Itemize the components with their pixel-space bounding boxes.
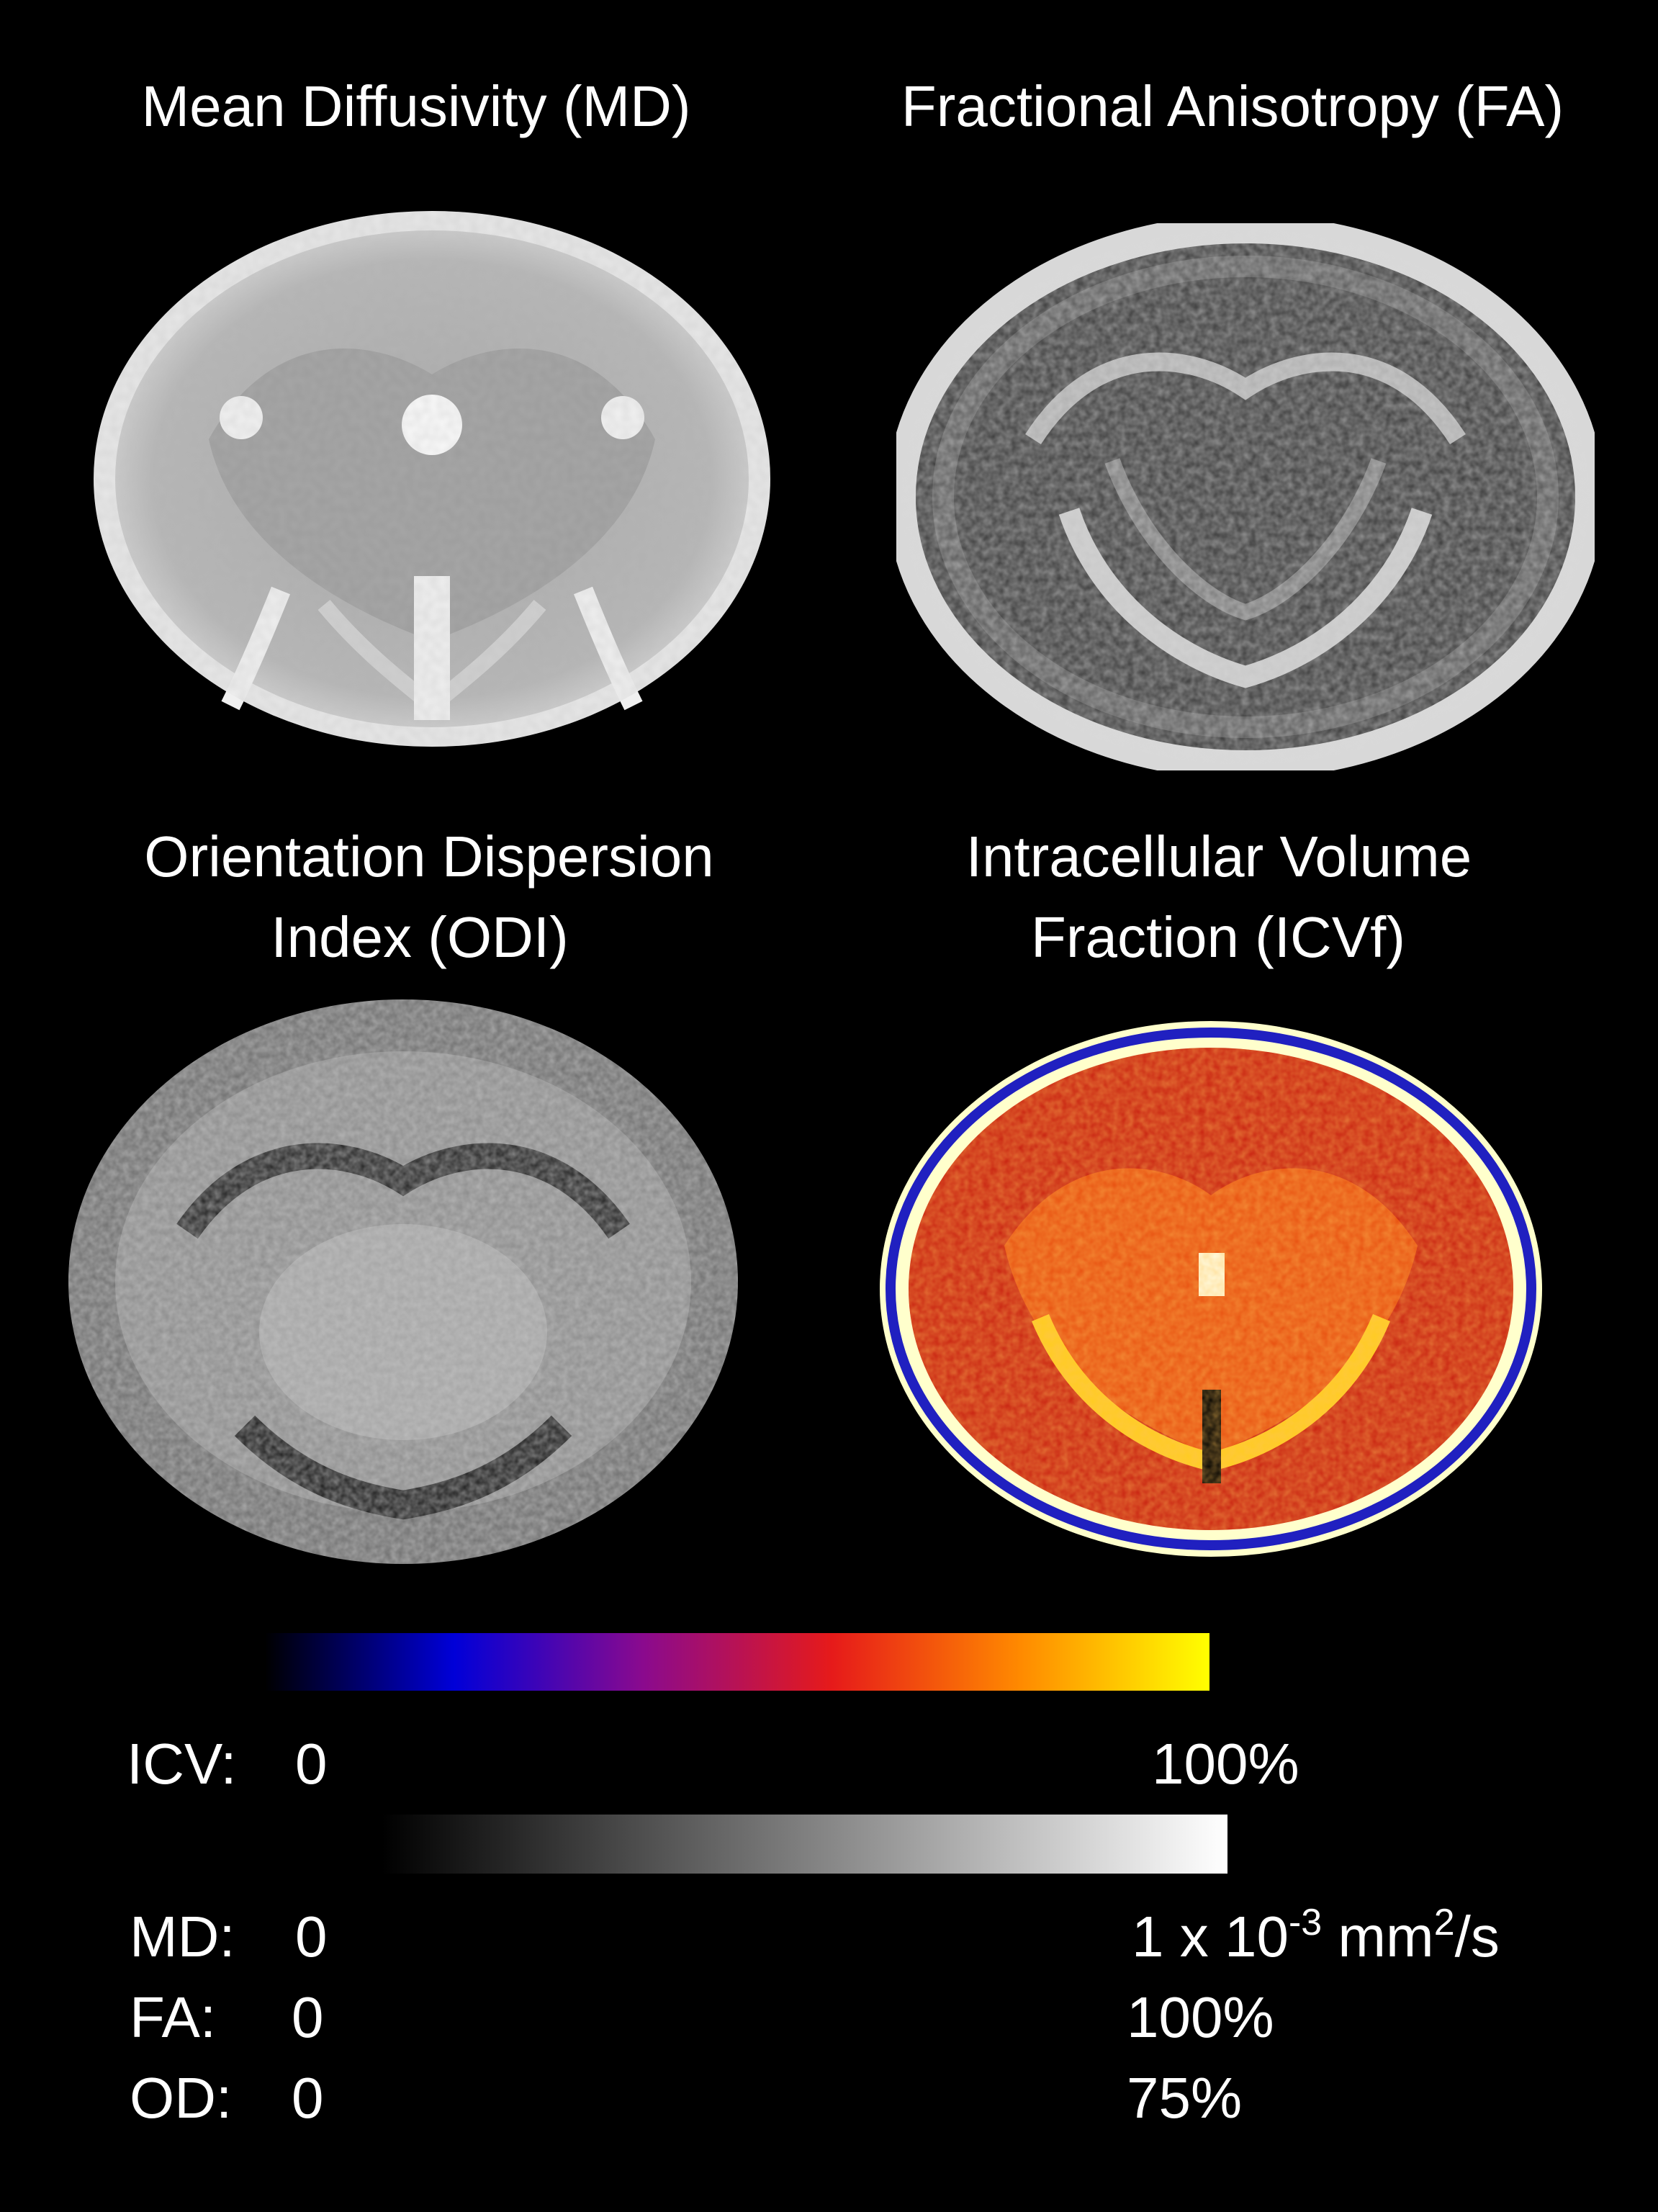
fa-scale-label: FA: bbox=[130, 1985, 217, 2049]
md-title: Mean Diffusivity (MD) bbox=[141, 74, 691, 138]
icvf-title-line1: Intracellular Volume bbox=[965, 824, 1472, 889]
md-brain-map bbox=[86, 202, 778, 756]
icvf-title-line2: Fraction (ICVf) bbox=[1030, 905, 1406, 969]
grayscale-colorbar bbox=[382, 1815, 1227, 1874]
fa-scale-max: 100% bbox=[1127, 1985, 1274, 2049]
od-scale-label: OD: bbox=[130, 2066, 233, 2130]
icvf-brain-map bbox=[875, 1015, 1548, 1563]
icv-max: 100% bbox=[1152, 1732, 1299, 1796]
odi-brain-map bbox=[58, 994, 749, 1570]
md-scale-max: 1 x 10-3 mm2/s bbox=[1132, 1902, 1500, 1969]
fa-title: Fractional Anisotropy (FA) bbox=[901, 74, 1564, 138]
od-scale-min: 0 bbox=[292, 2066, 324, 2130]
odi-title-line2: Index (ODI) bbox=[271, 905, 569, 969]
icv-label: ICV: bbox=[127, 1732, 237, 1796]
icv-min: 0 bbox=[295, 1732, 328, 1796]
fa-scale-min: 0 bbox=[292, 1985, 324, 2049]
od-scale-max: 75% bbox=[1127, 2066, 1243, 2130]
md-scale-min: 0 bbox=[295, 1905, 328, 1969]
fa-brain-map bbox=[896, 223, 1595, 770]
md-scale-label: MD: bbox=[130, 1905, 235, 1969]
odi-title-line1: Orientation Dispersion bbox=[144, 824, 714, 889]
icv-colorbar bbox=[265, 1633, 1209, 1691]
